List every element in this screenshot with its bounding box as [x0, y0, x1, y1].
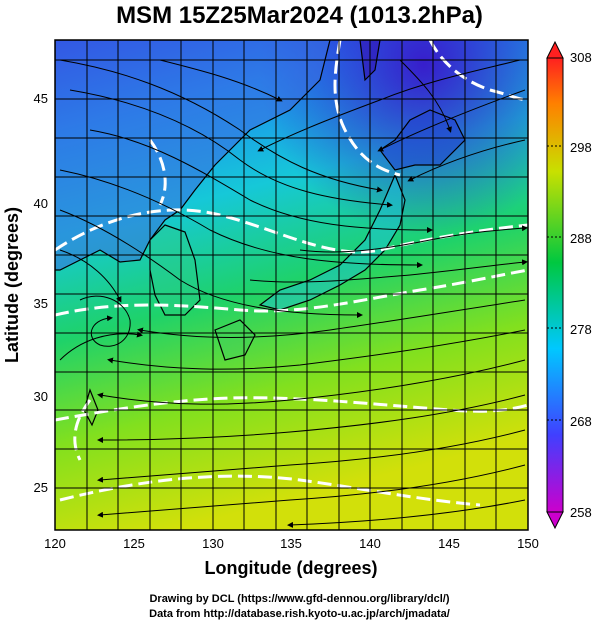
colorbar-tick-label: 268 — [570, 414, 592, 429]
chart-title: MSM 15Z25Mar2024 (1013.2hPa) — [116, 2, 483, 29]
y-axis: 25 30 35 40 45 Latitude (degrees) — [2, 91, 48, 495]
x-axis-label: Longitude (degrees) — [204, 558, 377, 578]
x-tick-label: 135 — [280, 536, 302, 551]
y-tick-label: 40 — [34, 196, 48, 211]
x-tick-label: 150 — [517, 536, 539, 551]
colorbar-scale — [546, 57, 564, 513]
y-tick-label: 35 — [34, 296, 48, 311]
x-tick-label: 120 — [44, 536, 66, 551]
x-axis: 120 125 130 135 140 145 150 Longitude (d… — [44, 536, 539, 578]
colorbar-min-arrow — [546, 511, 564, 530]
x-tick-label: 130 — [202, 536, 224, 551]
colorbar-tick-label: 298 — [570, 140, 592, 155]
colorbar-tick-label: 258 — [570, 505, 592, 520]
wind-streamlines — [59, 59, 528, 528]
colorbar-tick-label: 278 — [570, 322, 592, 337]
footer-credit-data: Data from http://database.rish.kyoto-u.a… — [149, 608, 450, 620]
colorbar-max-arrow — [546, 40, 564, 59]
y-tick-label: 45 — [34, 91, 48, 106]
colorbar-tick-label: 288 — [570, 231, 592, 246]
y-tick-label: 30 — [34, 389, 48, 404]
x-tick-label: 125 — [123, 536, 145, 551]
coastlines — [55, 40, 466, 427]
y-tick-label: 25 — [34, 480, 48, 495]
x-tick-label: 140 — [359, 536, 381, 551]
colorbar-tick-label: 308 — [570, 50, 592, 65]
grid-lines — [55, 40, 528, 530]
plot-frame — [54, 39, 529, 531]
colorbar: 258 268 278 288 298 308 — [546, 40, 592, 530]
footer-credit-drawing: Drawing by DCL (https://www.gfd-dennou.o… — [149, 593, 450, 605]
y-axis-label: Latitude (degrees) — [2, 207, 22, 363]
x-tick-label: 145 — [438, 536, 460, 551]
